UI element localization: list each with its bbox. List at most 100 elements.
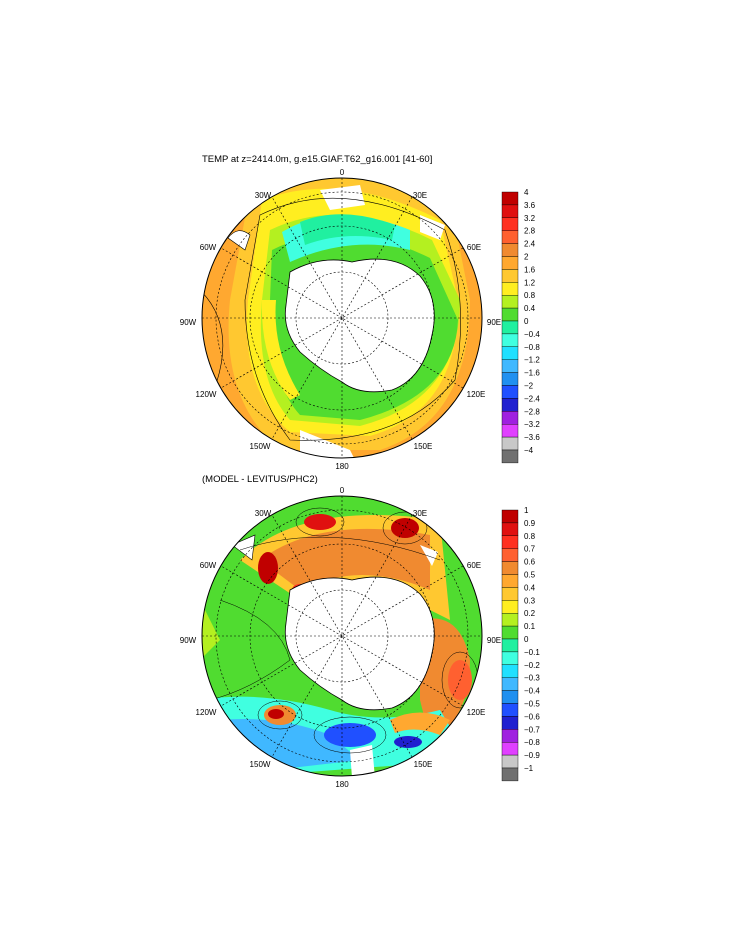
colorbar-tick-label: −0.3 xyxy=(524,674,540,683)
colorbar-swatch xyxy=(501,767,519,782)
colorbar-swatch xyxy=(501,424,519,438)
lon-label: 60E xyxy=(467,243,481,252)
lon-label: 120W xyxy=(196,708,217,717)
colorbar-swatch xyxy=(501,677,519,691)
colorbar-tick-label: −0.9 xyxy=(524,751,540,760)
colorbar-swatch xyxy=(501,333,519,347)
lon-label: 60E xyxy=(467,561,481,570)
lon-label: 180 xyxy=(335,780,349,789)
colorbar-tick-label: −0.5 xyxy=(524,700,540,709)
panel1-field xyxy=(202,178,482,458)
colorbar-tick-label: 0.1 xyxy=(524,622,536,631)
colorbar-swatch xyxy=(501,398,519,412)
colorbar-tick-label: 0 xyxy=(524,635,529,644)
colorbar-tick-label: 0 xyxy=(524,317,529,326)
lon-label: 30W xyxy=(255,191,272,200)
colorbar-swatch xyxy=(501,742,519,756)
colorbar-swatch xyxy=(501,600,519,614)
colorbar-tick-label: 0.8 xyxy=(524,291,536,300)
colorbar-swatch xyxy=(501,561,519,575)
colorbar-tick-label: 1.2 xyxy=(524,278,536,287)
lon-label: 90W xyxy=(180,636,197,645)
colorbar-swatch xyxy=(501,411,519,425)
colorbar-tick-label: −0.4 xyxy=(524,330,540,339)
colorbar-tick-label: −1.2 xyxy=(524,356,540,365)
colorbar-swatch xyxy=(501,651,519,666)
panel1-colorbar: 4 3.6 3.2 2.8 2.4 2 1.6 1.2 0.8 0.4 0 −0.4 −0.8 −1.2 −… xyxy=(501,188,540,464)
lon-label: 150E xyxy=(414,760,433,769)
colorbar-tick-label: −2.4 xyxy=(524,394,540,403)
colorbar-swatch xyxy=(501,729,519,743)
colorbar-swatch xyxy=(501,436,519,451)
panel2-title: (MODEL - LEVITUS/PHC2) xyxy=(202,474,318,485)
lon-label: 120E xyxy=(467,390,486,399)
panel2-colorbar: 1 0.9 0.8 0.7 0.6 0.5 0.4 0.3 0.2 0.1 0 −0.1 −0.2 −0.… xyxy=(501,506,540,782)
lon-label: 150W xyxy=(250,760,271,769)
colorbar-swatch xyxy=(501,307,519,322)
colorbar-swatch xyxy=(501,690,519,704)
colorbar-swatch xyxy=(501,191,519,206)
colorbar-swatch xyxy=(501,522,519,537)
colorbar-tick-label: −0.7 xyxy=(524,725,540,734)
colorbar-tick-label: −3.6 xyxy=(524,433,540,442)
lon-label: 120E xyxy=(467,708,486,717)
colorbar-swatch xyxy=(501,269,519,283)
colorbar-tick-label: 0.5 xyxy=(524,571,536,580)
colorbar-swatch xyxy=(501,320,519,335)
colorbar-swatch xyxy=(501,716,519,730)
colorbar-tick-label: −0.8 xyxy=(524,343,540,352)
lon-label: 180 xyxy=(335,462,349,471)
lon-label: 0 xyxy=(340,168,345,177)
colorbar-tick-label: −2.8 xyxy=(524,407,540,416)
antarctica-shape xyxy=(284,576,435,711)
colorbar-tick-label: 1.6 xyxy=(524,265,536,274)
lon-label: 150E xyxy=(414,442,433,451)
colorbar-swatch xyxy=(501,282,519,296)
colorbar-swatch xyxy=(501,754,519,769)
colorbar-tick-label: 0.9 xyxy=(524,519,536,528)
panel1-title: TEMP at z=2414.0m, g.e15.GIAF.T62_g16.00… xyxy=(202,154,433,165)
colorbar-tick-label: 2.4 xyxy=(524,240,536,249)
colorbar-swatch xyxy=(501,243,519,257)
colorbar-tick-label: 0.7 xyxy=(524,545,536,554)
lon-label: 30W xyxy=(255,509,272,518)
colorbar-tick-label: −0.1 xyxy=(524,648,540,657)
colorbar-tick-label: −0.2 xyxy=(524,661,540,670)
colorbar-swatch xyxy=(501,509,519,524)
colorbar-swatch xyxy=(501,703,519,717)
colorbar-tick-label: 0.8 xyxy=(524,532,536,541)
colorbar-tick-label: 0.3 xyxy=(524,596,536,605)
lon-label: 0 xyxy=(340,486,345,495)
colorbar-swatch xyxy=(501,217,519,231)
panel1-graticule xyxy=(202,178,482,458)
colorbar-swatch xyxy=(501,256,519,270)
colorbar-tick-label: −0.6 xyxy=(524,712,540,721)
colorbar-swatch xyxy=(501,574,519,588)
colorbar-tick-label: 2.8 xyxy=(524,227,536,236)
colorbar-tick-label: 0.4 xyxy=(524,583,536,592)
colorbar-tick-label: 3.6 xyxy=(524,201,536,210)
panel2-graticule xyxy=(202,496,482,776)
colorbar-tick-label: −4 xyxy=(524,446,534,455)
colorbar-tick-label: 0.4 xyxy=(524,304,536,313)
lon-label: 90E xyxy=(487,636,501,645)
colorbar-tick-label: 0.2 xyxy=(524,609,536,618)
colorbar-swatch xyxy=(501,346,519,360)
colorbar-swatch xyxy=(501,359,519,373)
colorbar-tick-label: 4 xyxy=(524,188,529,197)
colorbar-tick-label: 2 xyxy=(524,253,529,262)
colorbar-swatch xyxy=(501,372,519,386)
colorbar-swatch xyxy=(501,587,519,601)
colorbar-swatch xyxy=(501,638,519,653)
colorbar-swatch xyxy=(501,613,519,627)
colorbar-swatch xyxy=(501,625,519,640)
lon-label: 90E xyxy=(487,318,501,327)
antarctica-shape xyxy=(284,258,435,393)
lon-label: 30E xyxy=(413,509,427,518)
colorbar-swatch xyxy=(501,449,519,464)
lon-label: 150W xyxy=(250,442,271,451)
colorbar-tick-label: 1 xyxy=(524,506,529,515)
colorbar-tick-label: 0.6 xyxy=(524,558,536,567)
colorbar-swatch xyxy=(501,295,519,309)
